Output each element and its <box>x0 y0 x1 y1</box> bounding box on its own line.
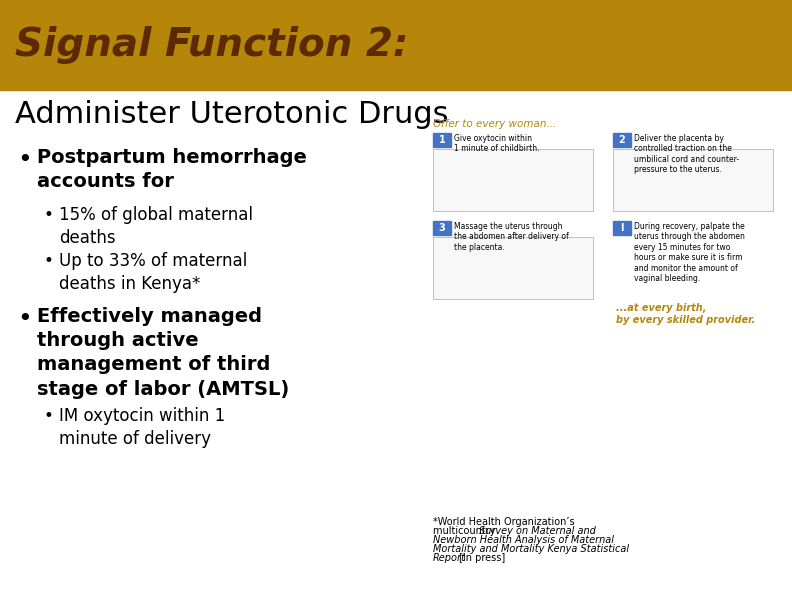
Text: Administer Uterotonic Drugs: Administer Uterotonic Drugs <box>15 100 448 129</box>
Text: Survey on Maternal and: Survey on Maternal and <box>479 526 596 536</box>
Bar <box>613 133 631 147</box>
Text: IM oxytocin within 1
minute of delivery: IM oxytocin within 1 minute of delivery <box>59 407 225 448</box>
Text: ...at every birth,
by every skilled provider.: ...at every birth, by every skilled prov… <box>616 303 756 326</box>
Text: 1: 1 <box>439 135 445 145</box>
Text: During recovery, palpate the
uterus through the abdomen
every 15 minutes for two: During recovery, palpate the uterus thro… <box>634 222 744 283</box>
Text: •: • <box>17 148 32 172</box>
Text: 15% of global maternal
deaths: 15% of global maternal deaths <box>59 206 253 247</box>
Text: Postpartum hemorrhage
accounts for: Postpartum hemorrhage accounts for <box>37 148 307 191</box>
Text: 3: 3 <box>439 223 445 233</box>
Bar <box>613 221 631 235</box>
Text: Report: Report <box>433 553 466 563</box>
Text: I: I <box>620 223 624 233</box>
Text: 2: 2 <box>619 135 626 145</box>
Text: •: • <box>43 206 53 224</box>
Bar <box>0 0 792 90</box>
Bar <box>433 149 593 211</box>
Bar <box>613 149 773 211</box>
Text: Give oxytocin within
1 minute of childbirth.: Give oxytocin within 1 minute of childbi… <box>454 134 539 154</box>
Text: •: • <box>43 407 53 425</box>
Text: *World Health Organization’s: *World Health Organization’s <box>433 517 575 527</box>
Text: Signal Function 2:: Signal Function 2: <box>15 26 409 64</box>
Bar <box>433 237 593 299</box>
Text: •: • <box>43 252 53 270</box>
Text: Effectively managed
through active
management of third
stage of labor (AMTSL): Effectively managed through active manag… <box>37 307 289 399</box>
Text: [In press]: [In press] <box>459 553 505 563</box>
Bar <box>433 221 451 235</box>
Text: Massage the uterus through
the abdomen after delivery of
the placenta.: Massage the uterus through the abdomen a… <box>454 222 569 252</box>
Text: Up to 33% of maternal
deaths in Kenya*: Up to 33% of maternal deaths in Kenya* <box>59 252 247 293</box>
Text: Deliver the placenta by
controlled traction on the
umbilical cord and counter-
p: Deliver the placenta by controlled tract… <box>634 134 739 174</box>
Text: multicountry: multicountry <box>433 526 499 536</box>
Text: Mortality and Mortality Kenya Statistical: Mortality and Mortality Kenya Statistica… <box>433 544 629 554</box>
Text: •: • <box>17 307 32 331</box>
Bar <box>433 133 451 147</box>
Text: Newborn Health Analysis of Maternal: Newborn Health Analysis of Maternal <box>433 535 614 545</box>
Text: Offer to every woman...: Offer to every woman... <box>433 119 556 129</box>
